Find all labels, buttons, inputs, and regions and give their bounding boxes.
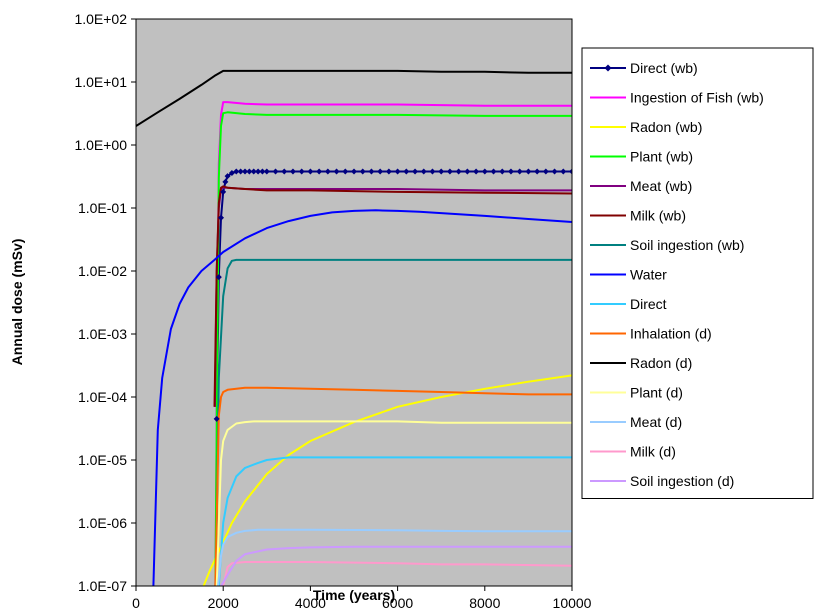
series-point [342, 168, 349, 175]
legend-label: Soil ingestion (d) [630, 473, 734, 489]
series-point [272, 168, 279, 175]
y-tick-label: 1.0E-02 [78, 263, 127, 279]
x-tick-label: 6000 [382, 595, 413, 608]
series-point [403, 168, 410, 175]
legend-label: Water [630, 267, 667, 283]
legend-marker [604, 64, 612, 72]
y-tick-label: 1.0E-06 [78, 515, 127, 531]
series-line-3 [214, 111, 572, 586]
x-tick-label: 10000 [553, 595, 592, 608]
y-tick-label: 1.0E-03 [78, 326, 127, 342]
x-tick-label: 0 [132, 595, 140, 608]
legend-label: Soil ingestion (wb) [630, 237, 744, 253]
series-line-10 [136, 69, 572, 127]
legend-label: Radon (d) [630, 355, 692, 371]
series-point [316, 168, 323, 175]
y-tick-label: 1.0E+01 [74, 74, 127, 90]
series-point [525, 168, 532, 175]
series-line-6 [214, 258, 572, 586]
series-line-7 [152, 209, 572, 586]
series-point [220, 188, 227, 195]
legend-label: Meat (wb) [630, 178, 692, 194]
series-line-11 [215, 420, 572, 586]
legend-label: Plant (d) [630, 385, 683, 401]
series-point [377, 168, 384, 175]
legend-label: Milk (wb) [630, 208, 686, 224]
series-point [516, 168, 523, 175]
series-point [324, 168, 331, 175]
series-point [394, 168, 401, 175]
series-point [560, 168, 567, 175]
series-line-8 [217, 456, 572, 586]
y-tick-label: 1.0E-04 [78, 389, 127, 405]
y-axis-title: Annual dose (mSv) [9, 239, 25, 366]
series-point [237, 168, 244, 175]
x-tick-label: 4000 [295, 595, 326, 608]
series-line-5 [213, 185, 572, 407]
series-point [551, 168, 558, 175]
series-point [298, 168, 305, 175]
series-point [368, 168, 375, 175]
series-point [215, 274, 222, 281]
x-tick-label: 2000 [208, 595, 239, 608]
series-point [255, 168, 262, 175]
series-line-14 [220, 545, 572, 586]
series-point [473, 168, 480, 175]
x-axis-title: Time (years) [313, 587, 395, 603]
y-tick-label: 1.0E-07 [78, 578, 127, 594]
y-tick-label: 1.0E+02 [74, 11, 127, 27]
y-tick-label: 1.0E+00 [74, 137, 127, 153]
y-tick-label: 1.0E-05 [78, 452, 127, 468]
series-point [446, 168, 453, 175]
legend-label: Ingestion of Fish (wb) [630, 90, 764, 106]
series-point [464, 168, 471, 175]
series-point [507, 168, 514, 175]
plot-area [136, 19, 572, 586]
x-tick-label: 8000 [469, 595, 500, 608]
legend-label: Meat (d) [630, 414, 682, 430]
series-point [481, 168, 488, 175]
series-point [490, 168, 497, 175]
legend-box [581, 47, 814, 499]
series-line-9 [214, 386, 572, 586]
legend-label: Plant (wb) [630, 149, 693, 165]
legend-label: Inhalation (d) [630, 326, 712, 342]
series-point [281, 168, 288, 175]
series-point [259, 168, 266, 175]
series-point [246, 168, 253, 175]
series-point [359, 168, 366, 175]
series-point [263, 168, 270, 175]
legend-label: Direct [630, 296, 667, 312]
series-point [455, 168, 462, 175]
series-point [333, 168, 340, 175]
plot-border [135, 18, 573, 587]
series-point [412, 168, 419, 175]
series-point [385, 168, 392, 175]
series-point [213, 415, 220, 422]
series-line-12 [217, 528, 572, 586]
legend-label: Radon (wb) [630, 119, 702, 135]
series-point [218, 214, 225, 221]
series-point [499, 168, 506, 175]
legend-label: Milk (d) [630, 444, 676, 460]
series-point [224, 173, 231, 180]
series-point [289, 168, 296, 175]
series-point [569, 168, 572, 175]
series-point [542, 168, 549, 175]
series-line-13 [222, 561, 572, 586]
series-point [307, 168, 314, 175]
series-point [534, 168, 541, 175]
series-point [250, 168, 257, 175]
series-point [222, 178, 229, 185]
series-point [242, 168, 248, 175]
legend-label: Direct (wb) [630, 60, 698, 76]
series-point [420, 168, 427, 175]
series-point [351, 168, 357, 175]
y-tick-label: 1.0E-01 [78, 200, 127, 216]
series-point [429, 168, 436, 175]
series-point [438, 168, 445, 175]
series-point [233, 168, 240, 175]
